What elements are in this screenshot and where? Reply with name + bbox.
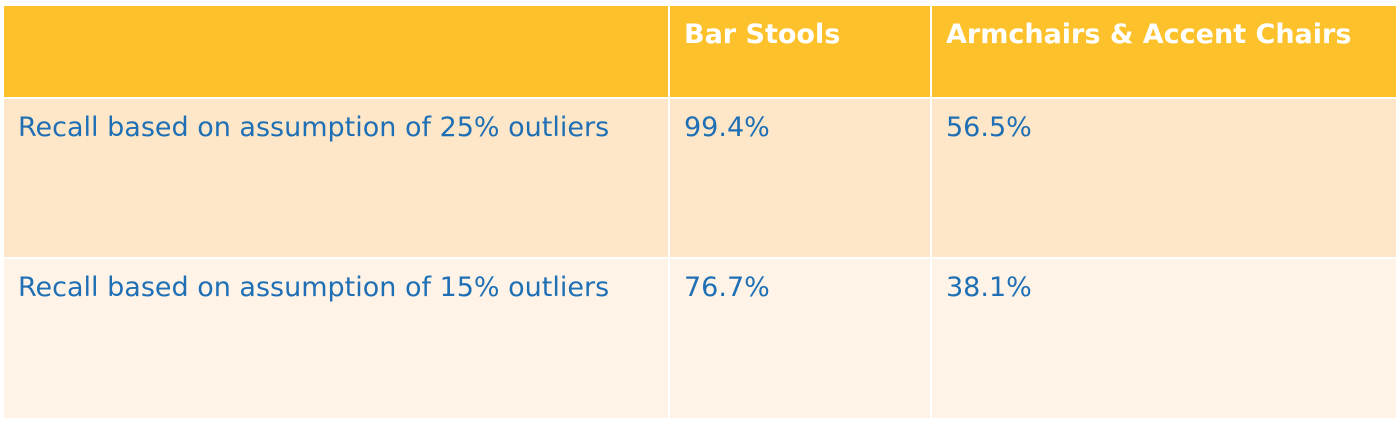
cell-25-bar-stools: 99.4% [668,97,930,257]
cell-25-armchairs: 56.5% [930,97,1396,257]
header-armchairs-accent-chairs: Armchairs & Accent Chairs [930,6,1396,97]
header-bar-stools: Bar Stools [668,6,930,97]
row-label-15-percent: Recall based on assumption of 15% outlie… [4,257,668,418]
recall-table: Bar Stools Armchairs & Accent Chairs Rec… [4,6,1396,418]
cell-15-armchairs: 38.1% [930,257,1396,418]
header-empty-cell [4,6,668,97]
cell-15-bar-stools: 76.7% [668,257,930,418]
row-label-25-percent: Recall based on assumption of 25% outlie… [4,97,668,257]
